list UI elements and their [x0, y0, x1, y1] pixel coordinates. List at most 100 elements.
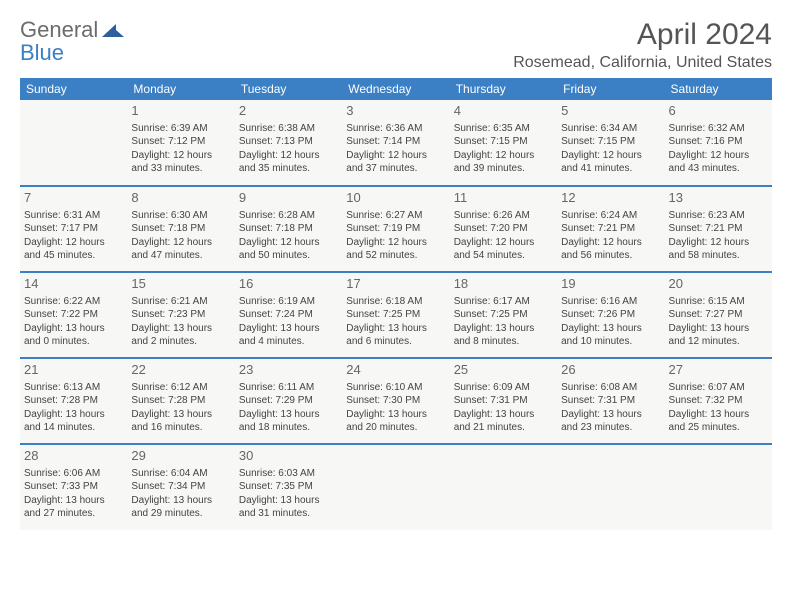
sunrise-line: Sunrise: 6:26 AM: [454, 209, 553, 223]
daylight-line: Daylight: 12 hours and 35 minutes.: [239, 149, 338, 176]
month-title: April 2024: [513, 18, 772, 52]
sunset-line: Sunset: 7:12 PM: [131, 135, 230, 149]
calendar-day-cell: 7Sunrise: 6:31 AMSunset: 7:17 PMDaylight…: [20, 186, 127, 272]
sunset-line: Sunset: 7:32 PM: [669, 394, 768, 408]
sunrise-line: Sunrise: 6:19 AM: [239, 295, 338, 309]
daylight-line: Daylight: 12 hours and 33 minutes.: [131, 149, 230, 176]
weekday-header: Friday: [557, 78, 664, 100]
calendar-week-row: 21Sunrise: 6:13 AMSunset: 7:28 PMDayligh…: [20, 358, 772, 444]
sunset-line: Sunset: 7:16 PM: [669, 135, 768, 149]
sunset-line: Sunset: 7:25 PM: [346, 308, 445, 322]
calendar-week-row: 7Sunrise: 6:31 AMSunset: 7:17 PMDaylight…: [20, 186, 772, 272]
sunrise-line: Sunrise: 6:27 AM: [346, 209, 445, 223]
sunrise-line: Sunrise: 6:34 AM: [561, 122, 660, 136]
calendar-day-cell: 10Sunrise: 6:27 AMSunset: 7:19 PMDayligh…: [342, 186, 449, 272]
calendar-day-cell: 2Sunrise: 6:38 AMSunset: 7:13 PMDaylight…: [235, 100, 342, 186]
daylight-line: Daylight: 13 hours and 31 minutes.: [239, 494, 338, 521]
sunset-line: Sunset: 7:18 PM: [239, 222, 338, 236]
calendar-day-cell: 23Sunrise: 6:11 AMSunset: 7:29 PMDayligh…: [235, 358, 342, 444]
day-number: 4: [454, 102, 553, 120]
sunrise-line: Sunrise: 6:31 AM: [24, 209, 123, 223]
day-number: 12: [561, 189, 660, 207]
daylight-line: Daylight: 13 hours and 16 minutes.: [131, 408, 230, 435]
logo-word1: General: [20, 18, 98, 41]
logo-icon: [102, 18, 124, 41]
sunset-line: Sunset: 7:14 PM: [346, 135, 445, 149]
weekday-header: Saturday: [665, 78, 772, 100]
sunset-line: Sunset: 7:34 PM: [131, 480, 230, 494]
sunrise-line: Sunrise: 6:08 AM: [561, 381, 660, 395]
sunset-line: Sunset: 7:21 PM: [669, 222, 768, 236]
calendar-day-cell: [665, 444, 772, 530]
logo: General Blue: [20, 18, 124, 64]
sunrise-line: Sunrise: 6:36 AM: [346, 122, 445, 136]
calendar-day-cell: 6Sunrise: 6:32 AMSunset: 7:16 PMDaylight…: [665, 100, 772, 186]
day-number: 20: [669, 275, 768, 293]
day-number: 2: [239, 102, 338, 120]
sunrise-line: Sunrise: 6:35 AM: [454, 122, 553, 136]
sunset-line: Sunset: 7:29 PM: [239, 394, 338, 408]
daylight-line: Daylight: 12 hours and 39 minutes.: [454, 149, 553, 176]
daylight-line: Daylight: 12 hours and 47 minutes.: [131, 236, 230, 263]
daylight-line: Daylight: 13 hours and 8 minutes.: [454, 322, 553, 349]
calendar-day-cell: 14Sunrise: 6:22 AMSunset: 7:22 PMDayligh…: [20, 272, 127, 358]
weekday-header: Monday: [127, 78, 234, 100]
daylight-line: Daylight: 13 hours and 21 minutes.: [454, 408, 553, 435]
sunset-line: Sunset: 7:13 PM: [239, 135, 338, 149]
day-number: 25: [454, 361, 553, 379]
sunrise-line: Sunrise: 6:39 AM: [131, 122, 230, 136]
daylight-line: Daylight: 12 hours and 58 minutes.: [669, 236, 768, 263]
day-number: 26: [561, 361, 660, 379]
calendar-day-cell: 4Sunrise: 6:35 AMSunset: 7:15 PMDaylight…: [450, 100, 557, 186]
calendar-day-cell: [450, 444, 557, 530]
sunrise-line: Sunrise: 6:11 AM: [239, 381, 338, 395]
sunrise-line: Sunrise: 6:09 AM: [454, 381, 553, 395]
calendar-day-cell: 17Sunrise: 6:18 AMSunset: 7:25 PMDayligh…: [342, 272, 449, 358]
daylight-line: Daylight: 12 hours and 54 minutes.: [454, 236, 553, 263]
sunrise-line: Sunrise: 6:28 AM: [239, 209, 338, 223]
calendar-day-cell: 5Sunrise: 6:34 AMSunset: 7:15 PMDaylight…: [557, 100, 664, 186]
sunset-line: Sunset: 7:23 PM: [131, 308, 230, 322]
calendar-day-cell: 27Sunrise: 6:07 AMSunset: 7:32 PMDayligh…: [665, 358, 772, 444]
sunset-line: Sunset: 7:35 PM: [239, 480, 338, 494]
sunset-line: Sunset: 7:20 PM: [454, 222, 553, 236]
day-number: 8: [131, 189, 230, 207]
sunrise-line: Sunrise: 6:22 AM: [24, 295, 123, 309]
calendar-day-cell: 30Sunrise: 6:03 AMSunset: 7:35 PMDayligh…: [235, 444, 342, 530]
day-number: 22: [131, 361, 230, 379]
day-number: 10: [346, 189, 445, 207]
daylight-line: Daylight: 13 hours and 14 minutes.: [24, 408, 123, 435]
sunset-line: Sunset: 7:22 PM: [24, 308, 123, 322]
day-number: 15: [131, 275, 230, 293]
day-number: 21: [24, 361, 123, 379]
sunrise-line: Sunrise: 6:24 AM: [561, 209, 660, 223]
calendar-day-cell: 22Sunrise: 6:12 AMSunset: 7:28 PMDayligh…: [127, 358, 234, 444]
sunrise-line: Sunrise: 6:16 AM: [561, 295, 660, 309]
calendar-day-cell: 26Sunrise: 6:08 AMSunset: 7:31 PMDayligh…: [557, 358, 664, 444]
calendar-day-cell: 21Sunrise: 6:13 AMSunset: 7:28 PMDayligh…: [20, 358, 127, 444]
sunrise-line: Sunrise: 6:06 AM: [24, 467, 123, 481]
weekday-header: Wednesday: [342, 78, 449, 100]
calendar-day-cell: 19Sunrise: 6:16 AMSunset: 7:26 PMDayligh…: [557, 272, 664, 358]
daylight-line: Daylight: 12 hours and 43 minutes.: [669, 149, 768, 176]
calendar-day-cell: 15Sunrise: 6:21 AMSunset: 7:23 PMDayligh…: [127, 272, 234, 358]
daylight-line: Daylight: 12 hours and 50 minutes.: [239, 236, 338, 263]
sunset-line: Sunset: 7:28 PM: [131, 394, 230, 408]
calendar-day-cell: 18Sunrise: 6:17 AMSunset: 7:25 PMDayligh…: [450, 272, 557, 358]
sunrise-line: Sunrise: 6:07 AM: [669, 381, 768, 395]
sunset-line: Sunset: 7:17 PM: [24, 222, 123, 236]
weekday-header: Tuesday: [235, 78, 342, 100]
sunrise-line: Sunrise: 6:17 AM: [454, 295, 553, 309]
calendar-day-cell: 25Sunrise: 6:09 AMSunset: 7:31 PMDayligh…: [450, 358, 557, 444]
daylight-line: Daylight: 13 hours and 10 minutes.: [561, 322, 660, 349]
sunrise-line: Sunrise: 6:18 AM: [346, 295, 445, 309]
day-number: 3: [346, 102, 445, 120]
calendar-day-cell: 11Sunrise: 6:26 AMSunset: 7:20 PMDayligh…: [450, 186, 557, 272]
sunrise-line: Sunrise: 6:10 AM: [346, 381, 445, 395]
sunset-line: Sunset: 7:15 PM: [561, 135, 660, 149]
sunset-line: Sunset: 7:26 PM: [561, 308, 660, 322]
calendar-week-row: 1Sunrise: 6:39 AMSunset: 7:12 PMDaylight…: [20, 100, 772, 186]
calendar-week-row: 28Sunrise: 6:06 AMSunset: 7:33 PMDayligh…: [20, 444, 772, 530]
daylight-line: Daylight: 12 hours and 45 minutes.: [24, 236, 123, 263]
calendar-day-cell: [20, 100, 127, 186]
